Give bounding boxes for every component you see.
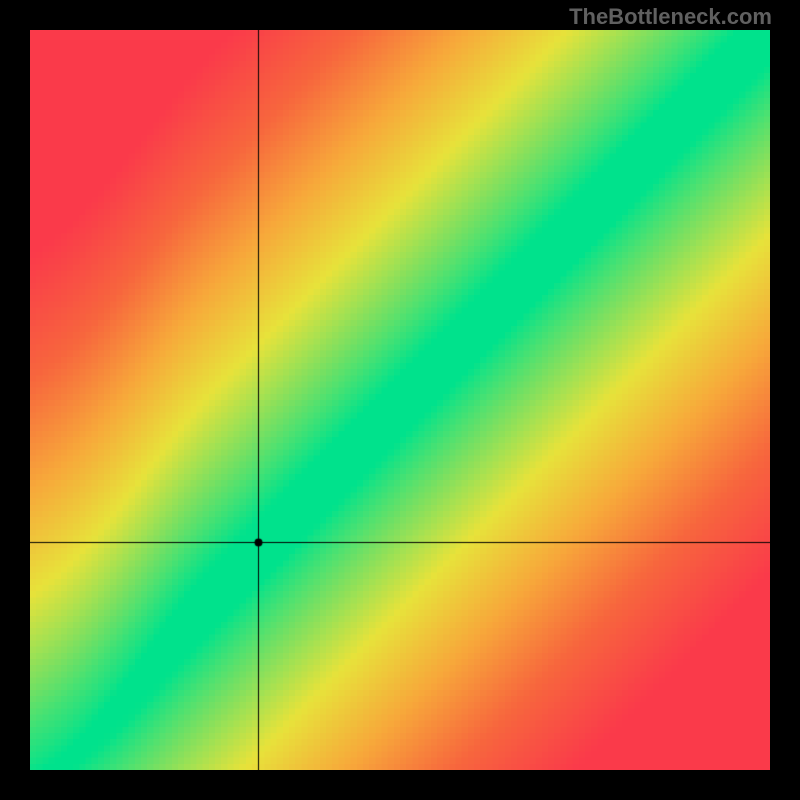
chart-container: TheBottleneck.com [0, 0, 800, 800]
crosshair-overlay [30, 30, 770, 770]
watermark-text: TheBottleneck.com [569, 4, 772, 30]
